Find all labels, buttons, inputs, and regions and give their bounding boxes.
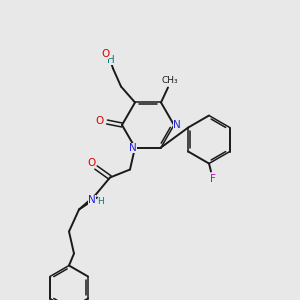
Text: N: N: [173, 120, 181, 130]
Text: O: O: [87, 158, 95, 167]
Text: O: O: [101, 50, 109, 59]
Text: H: H: [98, 197, 104, 206]
Text: CH₃: CH₃: [162, 76, 178, 85]
Text: N: N: [88, 194, 96, 205]
Text: H: H: [107, 56, 115, 65]
Text: N: N: [129, 142, 137, 152]
Text: F: F: [210, 173, 216, 184]
Text: O: O: [96, 116, 104, 126]
